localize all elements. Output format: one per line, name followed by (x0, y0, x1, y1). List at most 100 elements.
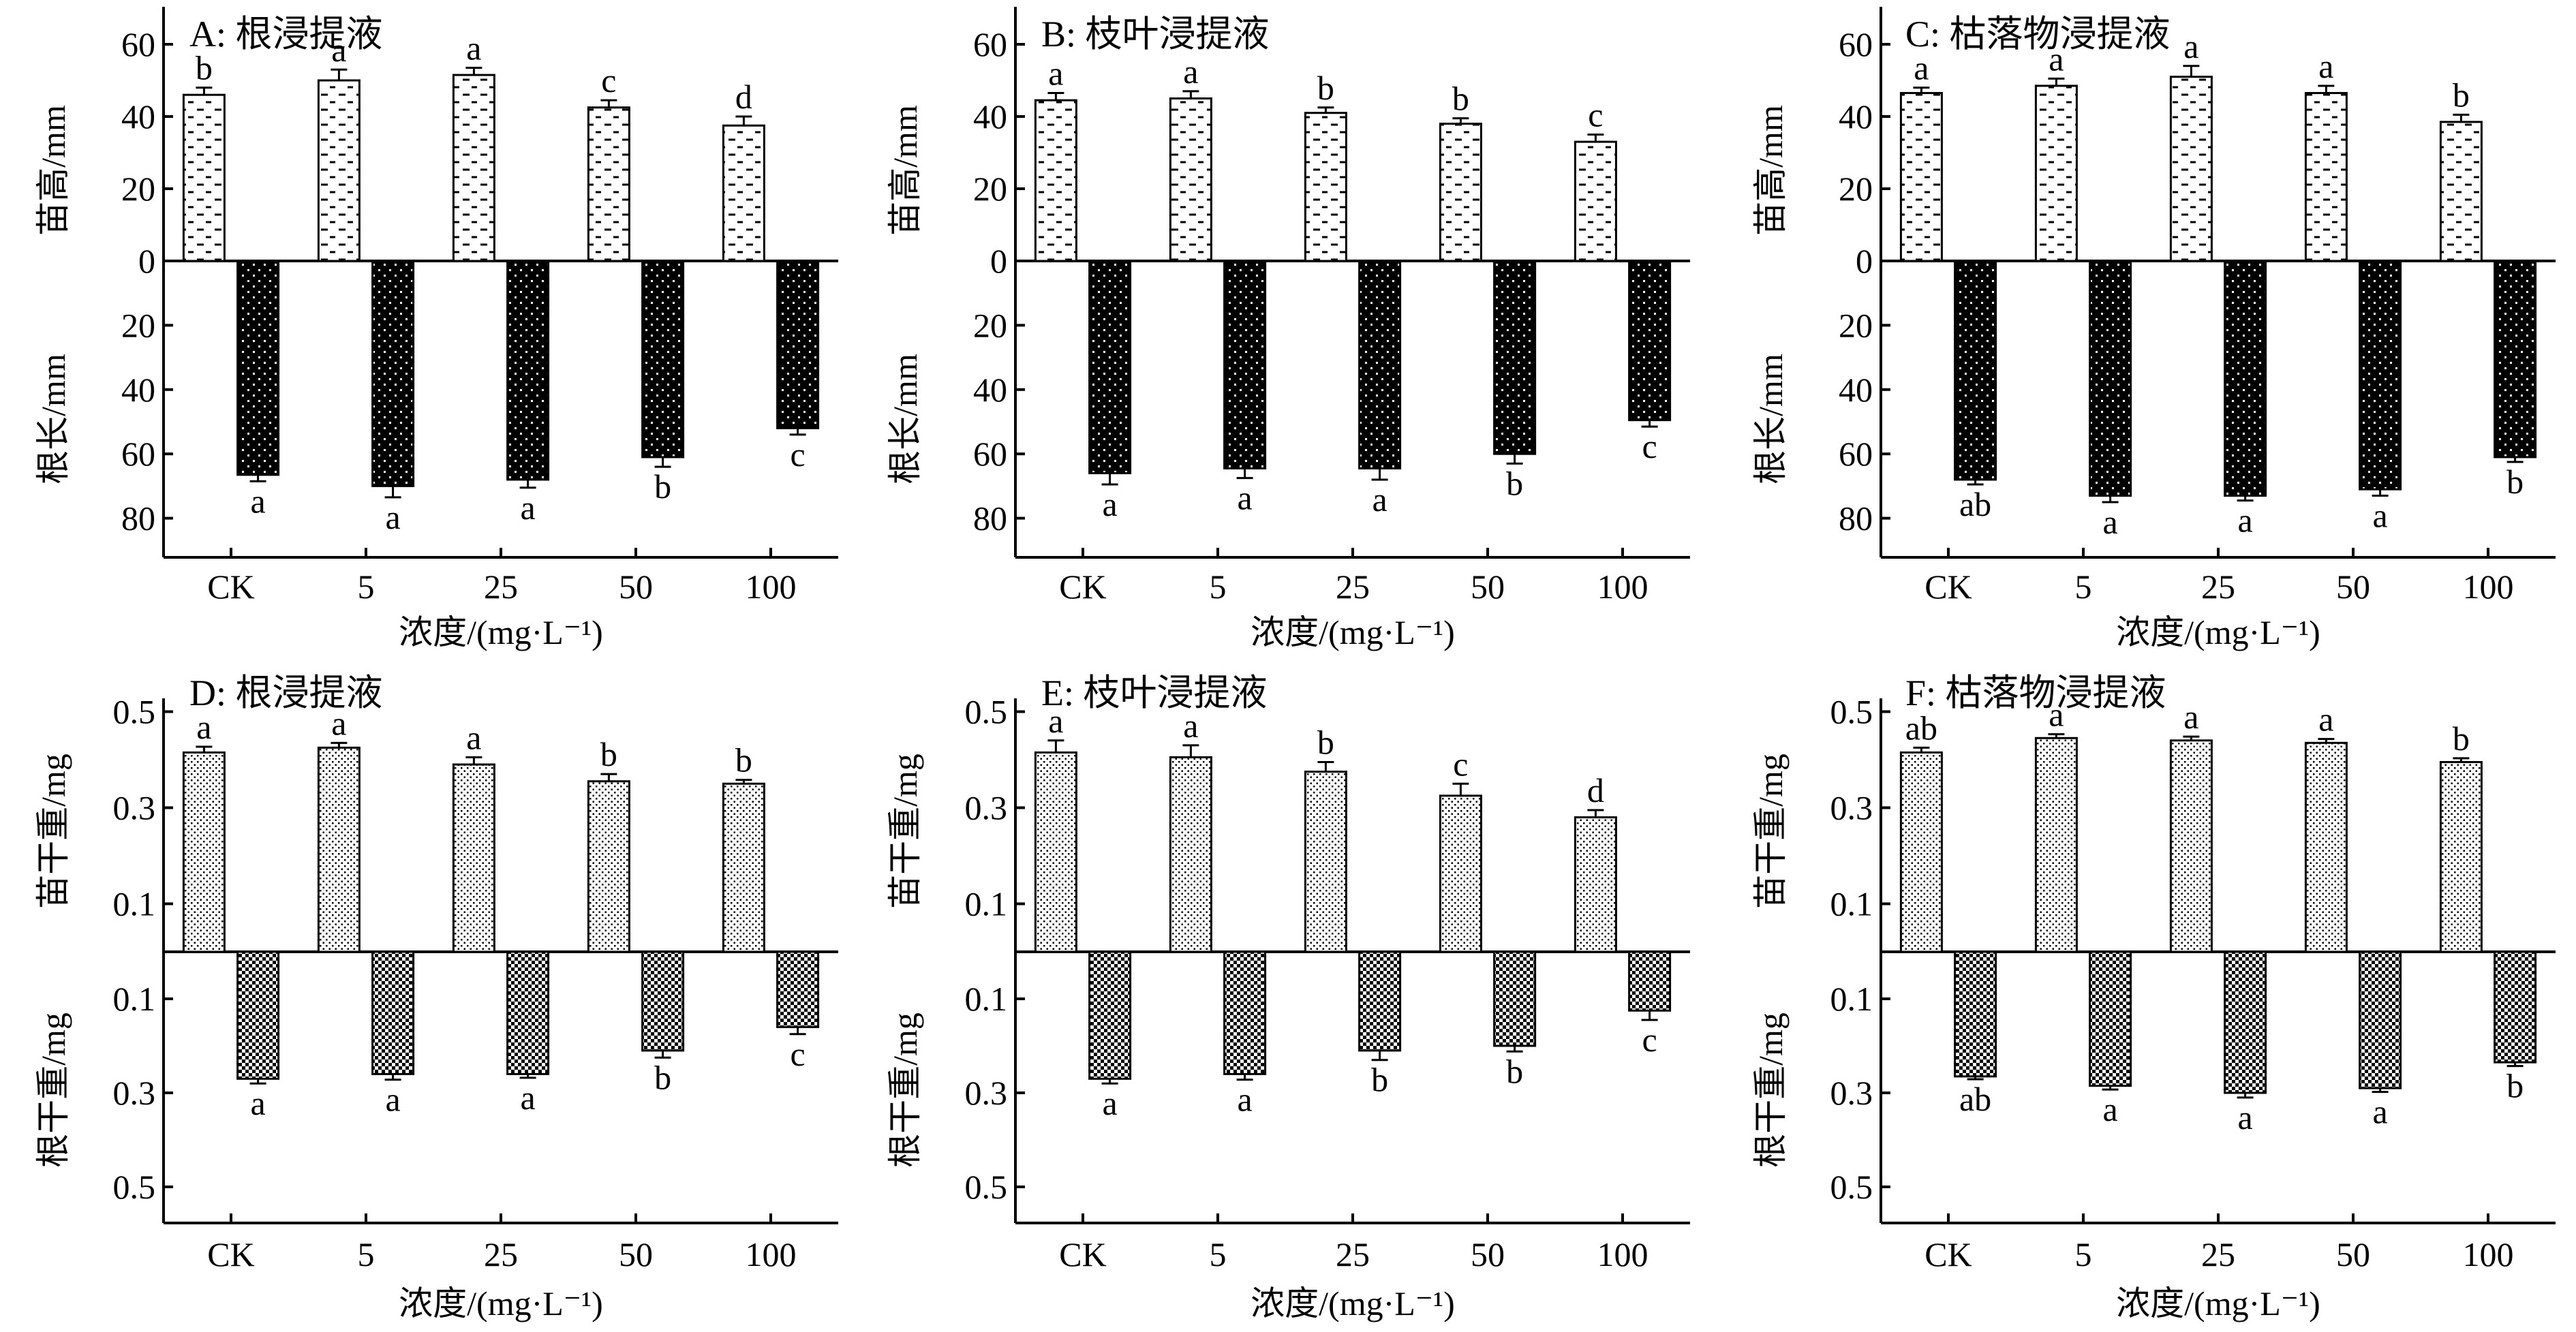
x-tick-label: 25 (484, 1235, 518, 1273)
x-tick-label: 50 (619, 1235, 653, 1273)
x-axis-label: 浓度/(mg·L⁻¹) (399, 613, 603, 651)
y-tick-label: 0.5 (1830, 693, 1873, 731)
x-tick-label: 25 (1336, 1235, 1370, 1273)
x-tick-label: 5 (358, 568, 375, 606)
significance-letter: b (1317, 69, 1334, 107)
bar-top (1574, 140, 1617, 262)
y-axis-label-bottom: 根长/mm (34, 354, 72, 484)
significance-letter: a (1237, 1081, 1252, 1119)
bar-bottom (1088, 950, 1132, 1080)
bar-top (1034, 751, 1077, 953)
bar-bottom (1223, 950, 1267, 1075)
y-axis-label-bottom: 根干重/mg (886, 1012, 924, 1168)
significance-letter: a (520, 489, 535, 527)
x-tick-label: CK (1059, 568, 1106, 606)
significance-letter: a (385, 1081, 400, 1119)
bar-bottom (1954, 260, 1997, 481)
bar-top (587, 780, 630, 953)
panel-title: A: 根浸提液 (189, 14, 383, 55)
bar-top (452, 763, 495, 953)
x-tick-label: 5 (2075, 1235, 2092, 1273)
y-axis-label-bottom: 根干重/mg (34, 1012, 72, 1168)
panel-E: E: 枝叶浸提液 苗干重/mg 根干重/mg 浓度/(mg·L⁻¹) (886, 672, 1455, 1322)
y-tick-label: 0.1 (113, 980, 156, 1018)
y-axis-label-top: 苗高/mm (1751, 105, 1790, 236)
x-tick-label: 100 (2463, 568, 2514, 606)
y-axis-label-top: 苗干重/mg (886, 754, 924, 909)
panel-title: D: 根浸提液 (189, 672, 383, 713)
y-tick-label: 40 (973, 97, 1007, 136)
x-tick-label: CK (1925, 568, 1972, 606)
bar-top (452, 74, 495, 262)
significance-letter: a (2049, 696, 2064, 734)
significance-letter: b (196, 49, 213, 87)
significance-letter: c (1642, 1021, 1657, 1059)
bar-bottom (1358, 260, 1402, 469)
significance-letter: b (1317, 724, 1334, 762)
bar-top (1034, 99, 1077, 262)
bar-bottom (641, 260, 685, 459)
bar-bottom (2089, 950, 2132, 1087)
bar-bottom (2359, 260, 2402, 491)
bar-bottom (2359, 950, 2402, 1089)
panel-title: E: 枝叶浸提液 (1041, 672, 1268, 713)
x-tick-label: 50 (1471, 568, 1505, 606)
significance-letter: c (1642, 427, 1657, 465)
y-tick-label: 80 (121, 499, 155, 538)
y-tick-label: 0.3 (1830, 789, 1873, 827)
y-tick-label: 20 (973, 170, 1007, 208)
y-tick-label: 40 (121, 371, 155, 409)
bar-top (2304, 741, 2348, 953)
y-tick-label: 40 (973, 371, 1007, 409)
x-tick-label: CK (207, 568, 254, 606)
significance-letter: a (1183, 52, 1198, 91)
significance-letter: a (250, 482, 265, 520)
bar-bottom (2089, 260, 2132, 497)
y-tick-label: 60 (973, 25, 1007, 63)
bar-top (2304, 92, 2348, 262)
bar-top (2034, 84, 2078, 262)
bar-bottom (2494, 950, 2537, 1064)
panel-B-marks: 0 20 40 60 20 40 60 80 CK 5 25 50 100 a a a a b a b b c c (973, 7, 1690, 606)
significance-letter: a (2102, 503, 2117, 541)
x-tick-label: 5 (1210, 568, 1227, 606)
bar-bottom (776, 260, 820, 429)
panel-D-marks: 0.1 0.3 0.5 0.1 0.3 0.5 CK 5 25 50 100 a a a a a a b b b c (113, 693, 838, 1273)
significance-letter: a (2183, 27, 2198, 65)
x-tick-label: 50 (2336, 568, 2370, 606)
x-tick-label: 100 (746, 568, 797, 606)
y-tick-label: 0.1 (965, 885, 1008, 923)
bar-top (317, 79, 361, 262)
bar-bottom (1628, 950, 1672, 1012)
x-tick-label: 5 (2075, 568, 2092, 606)
bar-top (1439, 794, 1482, 953)
x-tick-label: CK (1925, 1235, 1972, 1273)
significance-letter: a (1183, 707, 1198, 745)
y-axis-label-top: 苗干重/mg (34, 754, 72, 909)
y-axis-label-bottom: 根长/mm (1751, 354, 1790, 484)
x-tick-label: 50 (619, 568, 653, 606)
bar-top (722, 124, 765, 262)
y-tick-label: 0.1 (965, 980, 1008, 1018)
bar-top (2439, 121, 2483, 262)
significance-letter: a (2318, 47, 2333, 85)
bar-top (2169, 76, 2213, 262)
bar-top (1169, 756, 1212, 953)
x-tick-label: 5 (1210, 1235, 1227, 1273)
x-tick-label: 25 (2201, 1235, 2235, 1273)
significance-letter: c (601, 61, 616, 99)
y-tick-label: 0.1 (113, 885, 156, 923)
significance-letter: a (2237, 501, 2252, 540)
bar-top (2169, 739, 2213, 953)
bar-bottom (1493, 950, 1537, 1047)
y-tick-label: 0.5 (113, 1168, 156, 1206)
bar-bottom (506, 950, 550, 1075)
x-tick-label: 100 (2463, 1235, 2514, 1273)
y-tick-label: 60 (973, 435, 1007, 473)
y-axis-label-top: 苗高/mm (886, 105, 924, 236)
significance-letter: a (1048, 702, 1063, 740)
y-tick-label: 0.3 (113, 1074, 156, 1112)
bar-bottom (1358, 950, 1402, 1052)
y-tick-label: 20 (973, 306, 1007, 344)
